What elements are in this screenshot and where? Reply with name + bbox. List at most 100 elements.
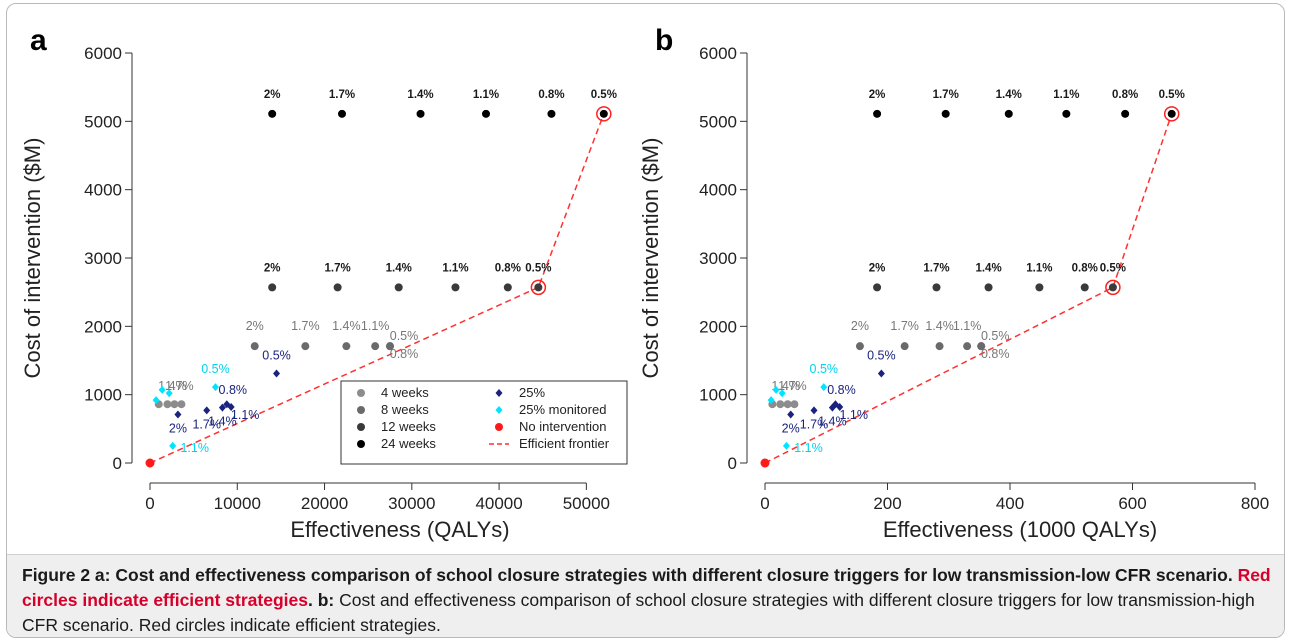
- point-label-8-weeks: 0.8%: [390, 347, 419, 361]
- point-label-25-monitored: 0.5%: [201, 362, 230, 376]
- point-12-weeks: [984, 283, 993, 292]
- point-12-weeks: [1035, 283, 1044, 292]
- point-24-weeks: [416, 109, 425, 118]
- point-8-weeks: [371, 342, 380, 351]
- point-4-weeks: [790, 400, 799, 409]
- efficient-frontier-line: [149, 113, 605, 464]
- point-24-weeks: [482, 109, 490, 118]
- x-tick-label: 10000: [214, 494, 261, 513]
- point-12-weeks: [503, 283, 512, 292]
- point-8-weeks: [963, 342, 972, 351]
- legend-label: 25% monitored: [519, 402, 606, 417]
- efficient-marker: [596, 106, 612, 122]
- y-tick-label: 1000: [699, 386, 737, 405]
- point-label-12-weeks: 2%: [264, 262, 281, 274]
- legend-marker: [357, 440, 365, 448]
- point-label-24-weeks: 1.1%: [1053, 89, 1079, 101]
- figure-frame: [6, 3, 1285, 638]
- point-12-weeks: [451, 283, 460, 292]
- legend-label: 4 weeks: [381, 385, 429, 400]
- point-label-12-weeks: 1.7%: [923, 262, 949, 274]
- point-label-12-weeks: 1.4%: [386, 262, 412, 274]
- point-25-monitored: [152, 396, 160, 405]
- efficient-marker: [1163, 106, 1180, 122]
- point-label-8-weeks: 0.5%: [981, 329, 1010, 343]
- caption-b-label: b:: [312, 590, 335, 610]
- point-25-monitored: [211, 383, 219, 392]
- legend-label: Efficient frontier: [519, 436, 610, 451]
- x-axis-label: Effectiveness (1000 QALYs): [883, 517, 1157, 542]
- y-tick-label: 3000: [84, 249, 122, 268]
- point-label-24-weeks: 0.5%: [1159, 89, 1185, 101]
- y-tick-label: 2000: [84, 317, 122, 336]
- point-25: [787, 410, 795, 419]
- point-label-4-weeks: 1.7%: [165, 379, 194, 393]
- point-label-24-weeks: 1.4%: [996, 89, 1022, 101]
- point-label-8-weeks: 1.7%: [291, 319, 320, 333]
- point-24-weeks: [873, 109, 882, 118]
- y-tick-label: 4000: [84, 181, 122, 200]
- caption-b-text: Cost and effectiveness comparison of sch…: [22, 590, 1255, 635]
- y-tick-label: 4000: [699, 181, 737, 200]
- point-8-weeks: [250, 342, 259, 351]
- y-tick-label: 6000: [84, 44, 122, 63]
- legend-marker: [495, 423, 503, 431]
- point-25: [227, 402, 235, 411]
- point-25-monitored: [165, 389, 173, 398]
- point-24-weeks: [941, 109, 950, 118]
- point-24-weeks: [547, 109, 556, 118]
- point-4-weeks: [177, 400, 186, 409]
- x-tick-label: 50000: [563, 494, 610, 513]
- point-no-intervention: [760, 458, 770, 468]
- point-label-12-weeks: 1.4%: [975, 262, 1001, 274]
- point-label-12-weeks: 1.1%: [442, 262, 468, 274]
- legend-label: 8 weeks: [381, 402, 429, 417]
- point-label-25: 1.4%: [208, 415, 237, 429]
- point-4-weeks: [170, 400, 179, 409]
- x-tick-label: 400: [996, 494, 1024, 513]
- y-tick-label: 0: [113, 454, 122, 473]
- point-label-8-weeks: 1.1%: [361, 319, 390, 333]
- point-12-weeks: [932, 283, 941, 292]
- caption-a-red: Red circles indicate efficient strategie…: [22, 565, 1271, 610]
- x-tick-label: 20000: [301, 494, 348, 513]
- point-label-8-weeks: 2%: [851, 319, 869, 333]
- point-label-25: 1.1%: [231, 408, 260, 422]
- point-12-weeks: [333, 283, 342, 292]
- point-25-monitored: [767, 396, 775, 405]
- panel-letter-a: a: [30, 24, 47, 57]
- legend-label: 25%: [519, 385, 545, 400]
- point-24-weeks: [599, 109, 608, 118]
- point-label-24-weeks: 2%: [264, 89, 281, 101]
- point-label-24-weeks: 0.5%: [591, 89, 617, 101]
- legend-box: [340, 380, 628, 465]
- y-tick-label: 1000: [84, 386, 122, 405]
- y-tick-label: 5000: [699, 112, 737, 131]
- point-25: [877, 369, 885, 378]
- point-label-25-monitored: 1.1%: [794, 441, 823, 455]
- point-24-weeks: [1167, 109, 1176, 118]
- point-label-24-weeks: 1.4%: [407, 89, 433, 101]
- point-12-weeks: [394, 283, 403, 292]
- y-axis-label: Cost of intervention ($M): [638, 138, 663, 379]
- point-12-weeks: [534, 283, 543, 292]
- y-tick-label: 5000: [84, 112, 122, 131]
- y-tick-label: 3000: [699, 249, 737, 268]
- x-axis-label: Effectiveness (QALYs): [290, 517, 509, 542]
- point-25-monitored: [158, 385, 166, 394]
- legend-marker: [357, 423, 365, 431]
- point-label-8-weeks: 1.4%: [925, 319, 954, 333]
- legend-marker: [357, 389, 365, 397]
- point-label-25: 2%: [782, 421, 800, 435]
- x-tick-label: 600: [1118, 494, 1146, 513]
- legend-label: 24 weeks: [381, 436, 436, 451]
- point-label-12-weeks: 0.8%: [495, 262, 521, 274]
- y-axis-label: Cost of intervention ($M): [20, 138, 45, 379]
- figure-caption: Figure 2 a: Cost and effectiveness compa…: [22, 563, 1272, 638]
- point-25-monitored: [169, 441, 177, 450]
- point-25: [810, 406, 818, 415]
- point-label-25: 1.4%: [818, 415, 847, 429]
- panel-letter-b: b: [655, 24, 673, 57]
- x-tick-label: 40000: [475, 494, 522, 513]
- point-8-weeks: [977, 342, 986, 351]
